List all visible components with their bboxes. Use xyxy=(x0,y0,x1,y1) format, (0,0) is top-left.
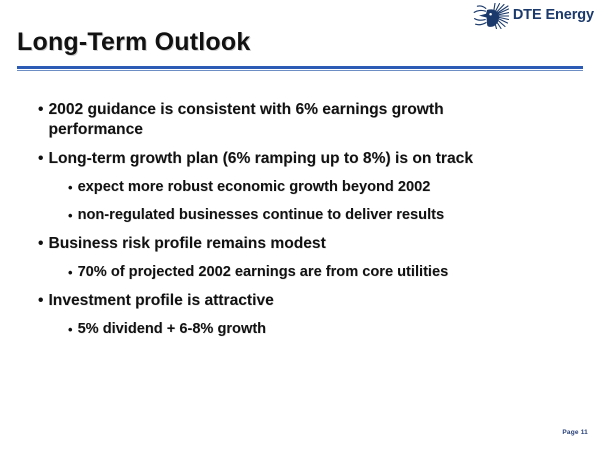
bullet-item: • 2002 guidance is consistent with 6% ea… xyxy=(0,100,600,140)
bullet-marker-icon: • xyxy=(38,150,44,167)
bullet-text: Business risk profile remains modest xyxy=(48,235,326,252)
dte-energy-logo: DTE Energy xyxy=(469,3,594,29)
bullet-marker-icon: • xyxy=(68,208,73,223)
page-number-label: Page 11 xyxy=(562,429,588,436)
bullet-text: 2002 guidance is consistent with 6% earn… xyxy=(48,101,444,138)
dte-energy-wordmark: DTE Energy xyxy=(512,7,594,24)
bullet-marker-icon: • xyxy=(38,292,44,309)
bullet-item: • Long-term growth plan (6% ramping up t… xyxy=(0,149,600,169)
bullet-text: 70% of projected 2002 earnings are from … xyxy=(77,264,449,280)
bullet-marker-icon: • xyxy=(38,235,44,252)
bullet-item: • Investment profile is attractive xyxy=(0,291,600,311)
bullet-item: • 70% of projected 2002 earnings are fro… xyxy=(0,263,600,282)
bullet-marker-icon: • xyxy=(68,180,73,195)
divider-rule-gap xyxy=(17,69,583,70)
bullet-text: Long-term growth plan (6% ramping up to … xyxy=(48,150,473,167)
dte-eagle-logo-icon xyxy=(469,3,509,29)
page-title: Long-Term Outlook xyxy=(17,28,251,56)
slide-body: • 2002 guidance is consistent with 6% ea… xyxy=(0,100,600,347)
bullet-text: expect more robust economic growth beyon… xyxy=(77,179,431,195)
bullet-item: • expect more robust economic growth bey… xyxy=(0,178,600,197)
bullet-marker-icon: • xyxy=(38,101,44,118)
bullet-item: • non-regulated businesses continue to d… xyxy=(0,206,600,225)
bullet-text: non-regulated businesses continue to del… xyxy=(77,207,445,223)
bullet-text: Investment profile is attractive xyxy=(48,292,274,309)
bullet-item: • 5% dividend + 6-8% growth xyxy=(0,320,600,339)
divider-rule-thin xyxy=(17,70,583,71)
bullet-marker-icon: • xyxy=(68,265,73,280)
bullet-item: • Business risk profile remains modest xyxy=(0,234,600,254)
bullet-marker-icon: • xyxy=(68,322,73,337)
title-divider xyxy=(17,66,583,72)
bullet-text: 5% dividend + 6-8% growth xyxy=(77,321,267,337)
divider-rule-thick xyxy=(17,66,583,69)
